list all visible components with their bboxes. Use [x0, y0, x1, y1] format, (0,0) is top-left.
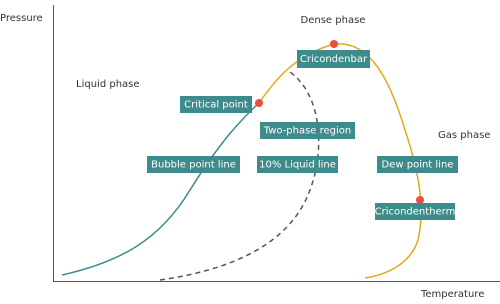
label: Two-phase region	[263, 126, 352, 137]
bubble-point-curve	[61, 102, 260, 276]
label-box	[260, 122, 355, 139]
y-axis-label: Pressure	[0, 13, 43, 24]
label: 10% Liquid line	[259, 160, 336, 171]
label-box	[377, 156, 458, 173]
cricondenbar-marker	[330, 40, 338, 48]
label: Dew point line	[382, 160, 454, 171]
label: Cricondentherm	[375, 207, 456, 218]
x-axis-label: Temperature	[420, 289, 484, 300]
label: Bubble point line	[151, 160, 236, 171]
region-label: Dense phase	[301, 15, 366, 26]
label-box	[180, 96, 252, 113]
label-box	[257, 156, 338, 173]
critical-point-marker	[255, 99, 263, 107]
label: Critical point	[184, 100, 248, 111]
label-box	[147, 156, 240, 173]
region-label: Liquid phase	[76, 79, 140, 90]
liquid-line-curve	[159, 71, 320, 281]
cricondentherm-marker	[416, 196, 424, 204]
label: Cricondenbar	[300, 54, 368, 65]
label-box	[297, 50, 370, 68]
label-box	[375, 203, 455, 220]
region-label: Gas phase	[438, 130, 490, 141]
